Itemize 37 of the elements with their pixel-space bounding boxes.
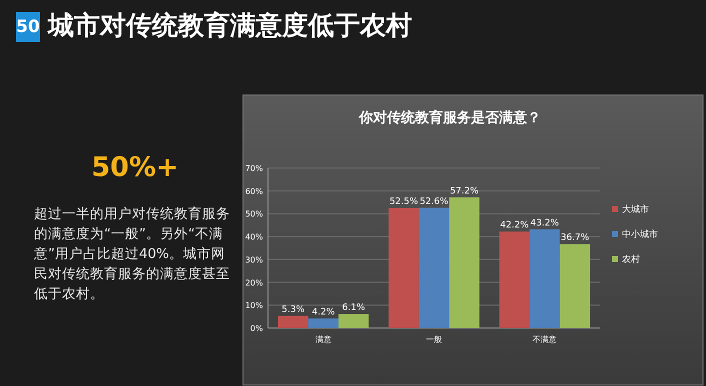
text: 50%+	[90, 152, 180, 183]
data-label: 52.5%	[389, 197, 418, 207]
y-tick-label: 20%	[245, 278, 264, 288]
legend-label: 农村	[622, 254, 640, 265]
bar	[308, 318, 338, 328]
bar	[418, 208, 450, 328]
text: 超过一半的用户对传统教育服务的满意度为“一般”。另外“不满意”用户占比超过40%。城市网民对传统教育服务的满意度甚至低于农村。	[34, 205, 230, 304]
y-tick-label: 30%	[245, 255, 264, 264]
bar	[388, 208, 419, 328]
x-tick-label: 一般	[426, 335, 442, 344]
data-label: 6.1%	[342, 303, 366, 314]
data-label: 42.2%	[500, 220, 530, 231]
bar	[530, 229, 560, 328]
y-tick-label: 70%	[245, 164, 264, 173]
bar	[499, 232, 530, 328]
y-tick-label: 60%	[245, 186, 264, 196]
legend-label: 中小城市	[622, 229, 658, 240]
bar	[278, 316, 308, 328]
y-tick-label: 40%	[245, 232, 264, 242]
data-label: 5.3%	[282, 304, 305, 315]
y-tick-label: 0%	[250, 324, 264, 333]
bar	[449, 197, 480, 328]
data-label: 43.2%	[530, 218, 560, 228]
data-label: 36.7%	[560, 233, 590, 244]
bar	[560, 244, 590, 328]
bar	[338, 314, 369, 328]
data-label: 4.2%	[312, 307, 336, 318]
y-tick-label: 50%	[245, 210, 264, 219]
y-tick-label: 10%	[245, 301, 264, 310]
chart-subtitle: 你对传统教育服务是否满意？	[358, 109, 541, 126]
chart-title: 城市对传统教育满意度低于农村	[48, 10, 412, 43]
x-tick-label: 满意	[315, 335, 332, 344]
x-tick-label: 不满意	[532, 335, 557, 344]
data-label: 57.2%	[450, 186, 479, 196]
legend-label: 大城市	[622, 204, 649, 215]
data-label: 52.6%	[420, 196, 449, 207]
text: 50	[16, 12, 40, 42]
